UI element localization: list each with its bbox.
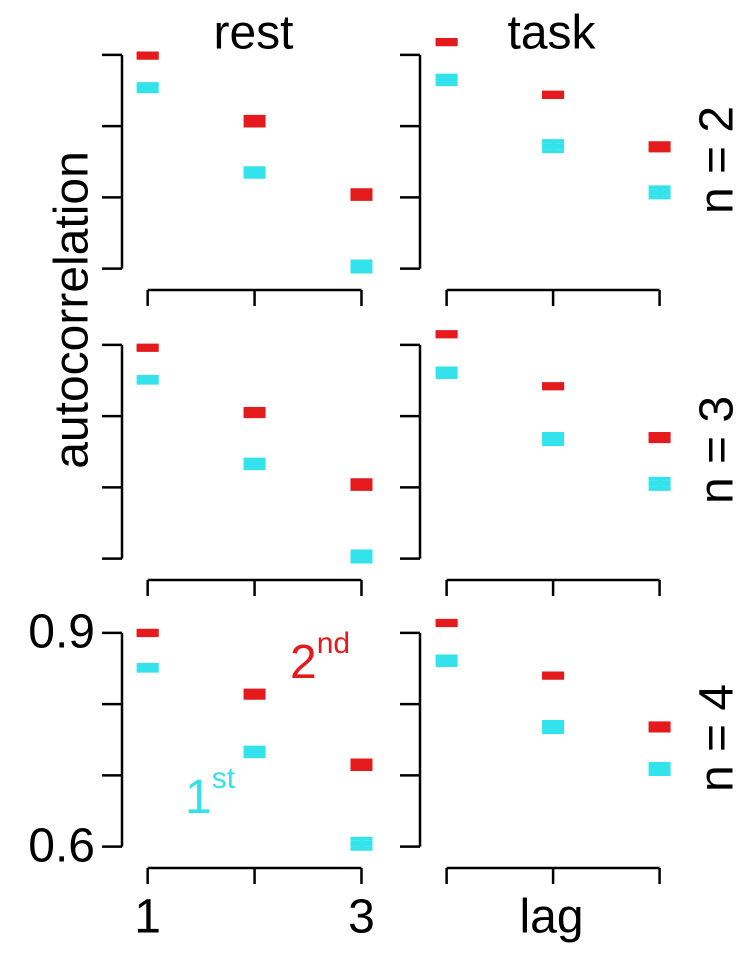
panel-title: rest — [213, 7, 293, 60]
row-label: n = 4 — [691, 684, 744, 792]
mean-bar — [435, 369, 458, 376]
panel-title: task — [507, 7, 596, 60]
mean-bar — [136, 376, 159, 383]
mean-bar — [136, 664, 159, 671]
mean-bar — [542, 91, 565, 98]
mean-bar — [136, 84, 159, 91]
mean-bar — [350, 263, 373, 270]
series-label: 2nd — [290, 627, 350, 689]
mean-bar — [350, 191, 373, 198]
mean-bar — [435, 331, 458, 338]
mean-bar — [136, 344, 159, 351]
mean-bar — [136, 52, 159, 59]
y-tick-label: 0.6 — [28, 819, 95, 872]
mean-bar — [435, 619, 458, 626]
mean-bar — [243, 748, 266, 755]
mean-bar — [435, 76, 458, 83]
mean-bar — [648, 480, 671, 487]
mean-bar — [648, 189, 671, 196]
mean-bar — [350, 553, 373, 560]
mean-bar — [350, 761, 373, 768]
mean-bar — [136, 629, 159, 636]
mean-bar — [243, 118, 266, 125]
mean-bar — [350, 481, 373, 488]
mean-bar — [648, 434, 671, 441]
x-tick-label: 1 — [134, 891, 161, 944]
mean-bar — [648, 143, 671, 150]
y-axis-label: autocorrelation — [46, 151, 99, 469]
row-label: n = 3 — [691, 396, 744, 504]
mean-bar — [542, 435, 565, 442]
y-tick-label: 0.9 — [28, 606, 95, 659]
mean-bar — [435, 39, 458, 46]
mean-bar — [243, 169, 266, 176]
mean-bar — [435, 657, 458, 664]
mean-bar — [243, 409, 266, 416]
mean-bar — [542, 143, 565, 150]
mean-bar — [542, 383, 565, 390]
series-label: 1st — [185, 762, 236, 824]
mean-bar — [243, 460, 266, 467]
mean-bar — [542, 672, 565, 679]
mean-bar — [542, 723, 565, 730]
mean-bar — [243, 691, 266, 698]
mean-bar — [350, 840, 373, 847]
mean-bar — [648, 723, 671, 730]
x-axis-label: lag — [519, 891, 583, 944]
x-tick-label: 3 — [348, 891, 375, 944]
row-label: n = 2 — [691, 106, 744, 214]
mean-bar — [648, 765, 671, 772]
